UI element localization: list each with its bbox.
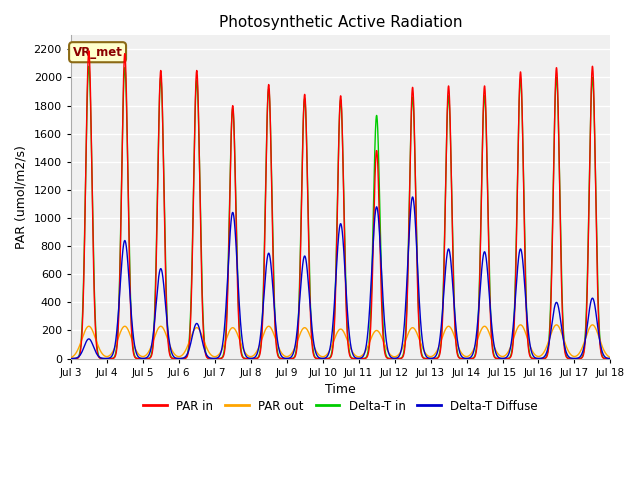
Text: VR_met: VR_met bbox=[72, 46, 122, 59]
Y-axis label: PAR (umol/m2/s): PAR (umol/m2/s) bbox=[15, 145, 28, 249]
Legend: PAR in, PAR out, Delta-T in, Delta-T Diffuse: PAR in, PAR out, Delta-T in, Delta-T Dif… bbox=[139, 395, 543, 417]
Title: Photosynthetic Active Radiation: Photosynthetic Active Radiation bbox=[219, 15, 462, 30]
X-axis label: Time: Time bbox=[325, 383, 356, 396]
